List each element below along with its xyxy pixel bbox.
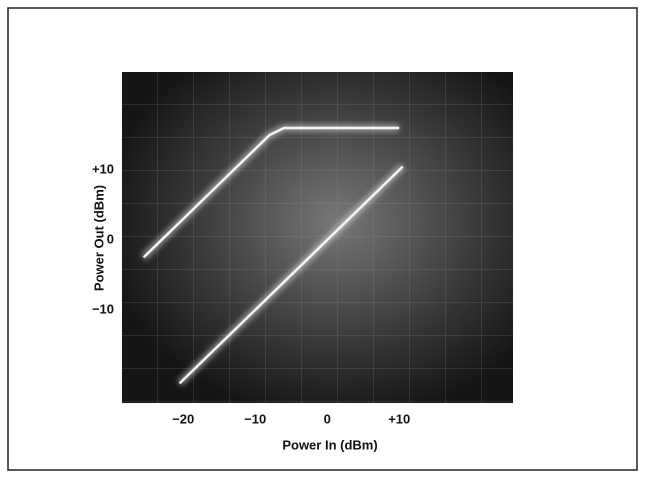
y-tick-label: −10 [92, 301, 114, 316]
trace [142, 126, 400, 259]
x-tick-label: −20 [172, 411, 194, 426]
y-tick-label: +10 [92, 161, 114, 176]
x-axis-label: Power In (dBm) [282, 437, 377, 452]
y-axis-label: Power Out (dBm) [91, 185, 106, 291]
x-tick-label: −10 [244, 411, 266, 426]
frame [7, 7, 638, 471]
y-tick-label: 0 [107, 231, 114, 246]
trace [178, 165, 404, 385]
x-tick-label: 0 [324, 411, 331, 426]
graticule [122, 72, 513, 403]
x-tick-label: +10 [388, 411, 410, 426]
